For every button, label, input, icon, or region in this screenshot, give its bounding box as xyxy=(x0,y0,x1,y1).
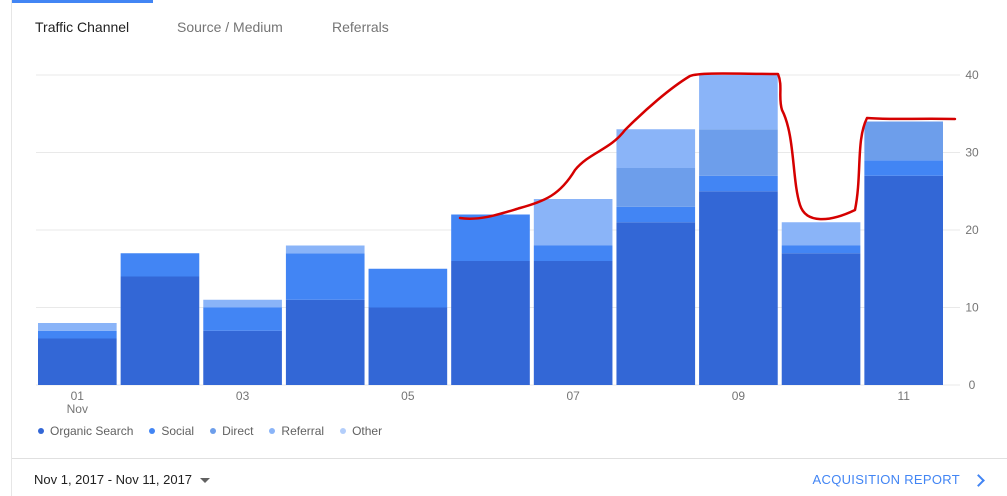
bar-referral-10[interactable] xyxy=(781,222,861,246)
bar-organic-search-08[interactable] xyxy=(616,222,696,385)
x-tick-label-03: 03 xyxy=(236,389,250,403)
x-tick-label-09: 09 xyxy=(732,389,746,403)
x-tick-label-01: 01 xyxy=(71,389,85,403)
bar-referral-01[interactable] xyxy=(38,323,117,331)
acquisition-report-link[interactable]: ACQUISITION REPORT xyxy=(812,470,985,490)
report-tabs: Traffic Channel Source / Medium Referral… xyxy=(12,0,1007,50)
bar-social-07[interactable] xyxy=(533,245,613,262)
legend-dot-icon xyxy=(269,428,276,434)
bar-organic-search-04[interactable] xyxy=(285,299,365,385)
chart-legend: Organic Search Social Direct Referral Other xyxy=(38,422,398,440)
chart-bars xyxy=(38,75,943,385)
bar-organic-search-09[interactable] xyxy=(699,191,778,385)
legend-label: Social xyxy=(161,424,195,438)
bar-direct-09[interactable] xyxy=(699,129,778,176)
bar-referral-07[interactable] xyxy=(533,199,613,246)
date-range-label: Nov 1, 2017 - Nov 11, 2017 xyxy=(34,472,193,487)
y-tick-label-20: 20 xyxy=(965,223,979,237)
legend-label: Organic Search xyxy=(50,424,134,438)
bar-social-09[interactable] xyxy=(699,175,778,192)
bar-social-11[interactable] xyxy=(864,160,943,176)
x-tick-label-05: 05 xyxy=(401,389,415,403)
bar-direct-11[interactable] xyxy=(864,121,943,161)
bar-organic-search-01[interactable] xyxy=(38,338,117,386)
tab-referrals[interactable]: Referrals xyxy=(332,19,389,35)
bar-organic-search-06[interactable] xyxy=(451,261,530,385)
legend-item-other[interactable]: Other xyxy=(340,424,382,438)
legend-item-referral[interactable]: Referral xyxy=(269,424,324,438)
legend-item-organic-search[interactable]: Organic Search xyxy=(38,424,133,438)
bar-referral-04[interactable] xyxy=(285,245,365,254)
x-tick-label-07: 07 xyxy=(566,389,580,403)
bar-organic-search-10[interactable] xyxy=(781,253,861,385)
annotation-overlay xyxy=(458,72,957,221)
bar-social-05[interactable] xyxy=(368,268,448,308)
legend-dot-icon xyxy=(149,428,156,434)
date-range-selector[interactable]: Nov 1, 2017 - Nov 11, 2017 xyxy=(34,470,211,490)
bar-social-08[interactable] xyxy=(616,206,696,223)
tab-traffic-channel[interactable]: Traffic Channel xyxy=(35,19,130,35)
legend-label: Direct xyxy=(222,424,254,438)
legend-item-direct[interactable]: Direct xyxy=(210,424,253,438)
tab-source-medium[interactable]: Source / Medium xyxy=(177,19,283,35)
legend-label: Other xyxy=(352,424,383,438)
bar-social-06[interactable] xyxy=(451,214,530,262)
bar-social-10[interactable] xyxy=(781,245,861,254)
acquisition-report-label: ACQUISITION REPORT xyxy=(812,472,960,487)
x-tick-sublabel: Nov xyxy=(67,402,88,416)
bar-organic-search-07[interactable] xyxy=(533,261,613,385)
y-axis-labels: 0 10 20 30 40 xyxy=(965,68,979,392)
y-tick-label-30: 30 xyxy=(965,146,979,160)
y-tick-label-40: 40 xyxy=(965,68,979,82)
bar-referral-03[interactable] xyxy=(203,299,282,308)
bar-referral-08[interactable] xyxy=(616,129,696,168)
legend-dot-icon xyxy=(210,428,217,434)
bar-social-01[interactable] xyxy=(38,330,117,339)
active-tab-indicator xyxy=(12,0,153,3)
bar-social-02[interactable] xyxy=(120,253,200,277)
card-border xyxy=(11,0,12,496)
legend-dot-icon xyxy=(38,428,44,434)
bar-referral-09[interactable] xyxy=(699,75,778,130)
bar-organic-search-11[interactable] xyxy=(864,175,943,385)
chevron-right-icon xyxy=(972,473,985,487)
legend-dot-icon xyxy=(340,428,347,434)
legend-item-social[interactable]: Social xyxy=(149,424,194,438)
bar-social-03[interactable] xyxy=(203,307,282,331)
bar-social-04[interactable] xyxy=(285,253,365,300)
bar-organic-search-03[interactable] xyxy=(203,330,282,385)
red-annotation-stroke xyxy=(458,72,957,221)
y-tick-label-10: 10 xyxy=(965,301,979,315)
x-tick-label-11: 11 xyxy=(897,389,910,403)
caret-down-icon xyxy=(200,477,211,483)
bar-organic-search-02[interactable] xyxy=(120,276,200,386)
bar-direct-08[interactable] xyxy=(616,168,696,207)
footer-divider xyxy=(12,458,1007,459)
bar-organic-search-05[interactable] xyxy=(368,307,448,386)
legend-label: Referral xyxy=(281,424,325,438)
y-tick-label-0: 0 xyxy=(969,378,976,392)
